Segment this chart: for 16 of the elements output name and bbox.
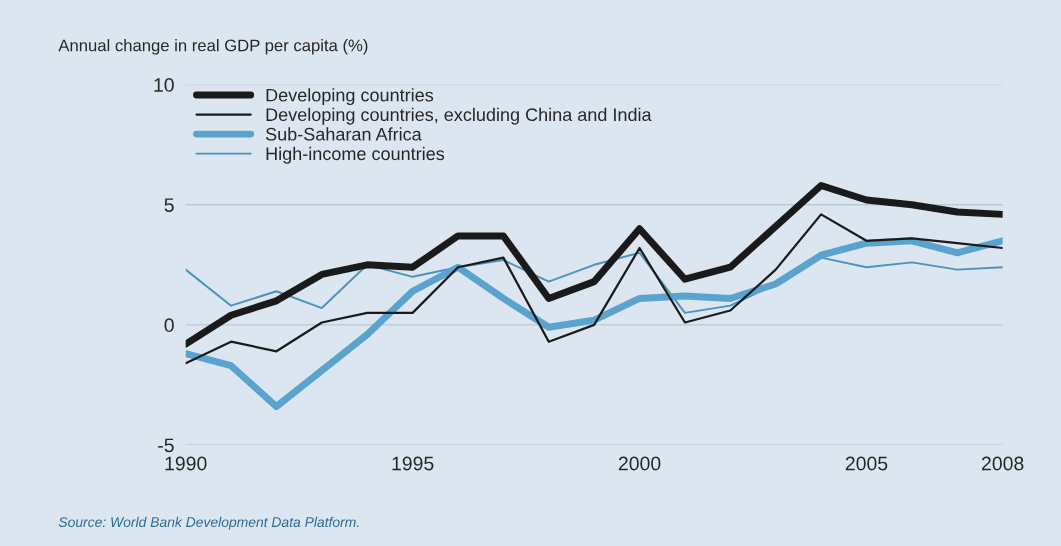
x-tick-label: 2008 bbox=[982, 456, 1024, 471]
x-tick-label: 1995 bbox=[392, 456, 434, 471]
legend-label: High-income countries bbox=[266, 146, 445, 164]
legend-label: Developing countries bbox=[266, 88, 434, 106]
y-tick-label: -5 bbox=[158, 438, 174, 453]
x-tick-label: 1990 bbox=[165, 456, 207, 471]
x-tick-label: 2005 bbox=[845, 456, 888, 471]
y-tick-label: 5 bbox=[164, 198, 174, 212]
y-axis-title: Annual change in real GDP per capita (%) bbox=[58, 39, 368, 55]
x-tick-label: 2000 bbox=[618, 456, 661, 471]
y-tick-label: 10 bbox=[154, 78, 174, 92]
legend-label: Developing countries, excluding China and India bbox=[266, 107, 652, 125]
line-series bbox=[185, 213, 1003, 365]
source-note: Source: World Bank Development Data Platform. bbox=[58, 516, 359, 530]
y-tick-label: 0 bbox=[164, 318, 174, 333]
legend-label: Sub-Saharan Africa bbox=[265, 127, 422, 141]
